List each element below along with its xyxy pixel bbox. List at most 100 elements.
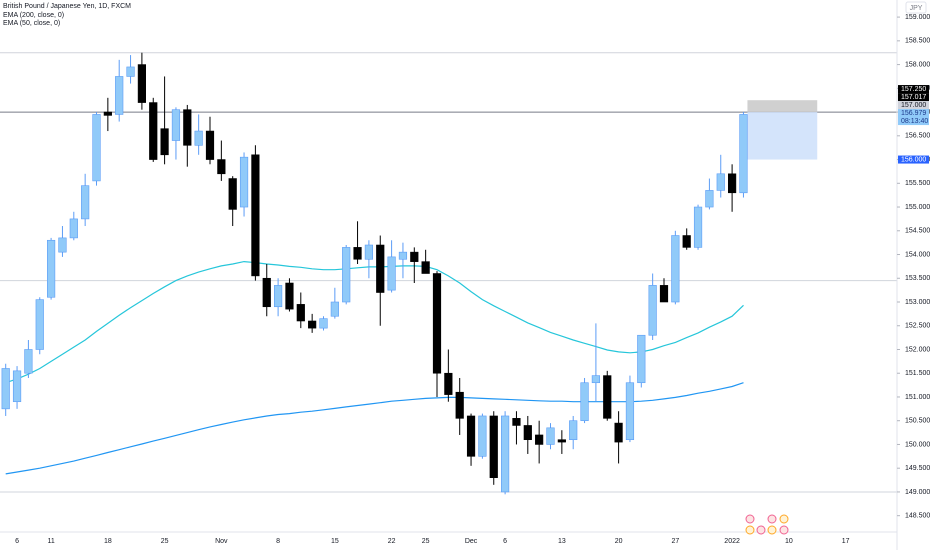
y-tick-label: 155.500 — [905, 180, 930, 187]
candle-body — [46, 239, 56, 298]
candle-body — [659, 285, 669, 303]
currency[interactable]: JPY — [910, 5, 923, 12]
candle-body — [228, 178, 237, 210]
y-tick-label: 155.000 — [905, 204, 930, 211]
candle-body — [92, 114, 101, 182]
candle-body — [739, 114, 748, 194]
price-label: 156.000 — [901, 156, 926, 163]
currency-box[interactable] — [905, 1, 927, 14]
x-tick-label: 25 — [161, 538, 169, 545]
event-icon[interactable] — [779, 525, 789, 535]
candle-body — [353, 247, 362, 260]
candle-body — [580, 382, 589, 422]
candle-body — [387, 256, 396, 291]
y-tick-label: 148.500 — [905, 513, 930, 520]
price-label-box — [898, 93, 929, 102]
candle-body — [478, 415, 487, 457]
y-tick-label: 158.500 — [905, 38, 930, 45]
event-icon[interactable] — [745, 514, 755, 524]
candle-body — [444, 372, 453, 395]
y-tick-label: 149.000 — [905, 489, 930, 496]
x-tick-label: 6 — [503, 538, 507, 545]
candle-body — [81, 185, 90, 220]
y-tick-label: 159.000 — [905, 14, 930, 21]
candle-body — [262, 277, 271, 308]
candle-body — [12, 370, 22, 403]
x-tick-label: 11 — [47, 538, 54, 545]
candle-body — [273, 285, 283, 308]
candle-body — [137, 64, 147, 103]
symbol-title[interactable]: British Pound / Japanese Yen, 1D, FXCM — [3, 3, 131, 10]
candle-body — [603, 375, 612, 419]
candle-body — [546, 427, 555, 445]
ema-line — [5, 260, 744, 384]
event-icons[interactable] — [745, 514, 789, 535]
countdown: 08:13:40 — [901, 118, 928, 125]
y-tick-label: 150.000 — [905, 441, 930, 448]
candle-body — [705, 190, 714, 208]
event-icon[interactable] — [779, 514, 789, 524]
candle-body — [376, 244, 385, 293]
time-axis: 6 11 18 25 Nov 8 15 22 25 Dec 6 13 20 27 2022 10 17 — [15, 538, 849, 545]
y-tick-label: 153.500 — [905, 275, 930, 282]
candle-body — [160, 128, 169, 156]
candle-body — [637, 334, 646, 384]
price-label: 157.017 — [901, 94, 926, 101]
x-tick-label: 20 — [615, 538, 623, 545]
y-tick-label: 158.000 — [905, 61, 930, 68]
y-tick-label: 149.500 — [905, 465, 930, 472]
x-tick-label: 27 — [671, 538, 679, 545]
candle-body — [557, 439, 566, 443]
candle-body — [364, 244, 374, 260]
candle-body — [682, 235, 691, 248]
event-icon[interactable] — [767, 525, 777, 535]
candle-body — [205, 130, 215, 160]
candle-body — [69, 218, 78, 239]
y-tick-label: 156.500 — [905, 133, 930, 140]
candle-body — [727, 173, 737, 194]
x-tick-label: Dec — [465, 538, 478, 545]
candle-body — [535, 434, 544, 445]
candle-body — [115, 76, 124, 115]
y-tick-label: 150.500 — [905, 418, 930, 425]
candle-body — [330, 301, 339, 317]
candle-body — [239, 156, 249, 208]
candle-body — [648, 285, 657, 336]
price-label: 157.250 — [901, 86, 926, 93]
x-tick-label: 22 — [388, 538, 396, 545]
position-tool[interactable] — [747, 100, 818, 160]
candle-body — [342, 247, 351, 303]
ema-line — [5, 382, 744, 475]
x-tick-label: Nov — [215, 538, 228, 545]
candle-body — [523, 425, 532, 441]
y-tick-label: 153.000 — [905, 299, 930, 306]
candle-body — [455, 391, 464, 419]
legend-entry[interactable]: EMA (200, close, 0) — [3, 12, 64, 19]
y-tick-label: 151.500 — [905, 370, 930, 377]
candle-body — [398, 251, 408, 260]
candle-body — [183, 109, 192, 146]
y-tick-label: 152.000 — [905, 346, 930, 353]
candle-body — [308, 320, 317, 329]
x-tick-label: 13 — [558, 538, 566, 545]
candle-body — [194, 130, 203, 146]
candle-body — [421, 261, 430, 274]
legend-entry[interactable]: EMA (50, close, 0) — [3, 20, 60, 27]
event-icon[interactable] — [745, 525, 755, 535]
candle-body — [625, 382, 635, 441]
indicators — [5, 260, 744, 475]
candle-body — [693, 206, 703, 248]
candle-body — [285, 282, 294, 310]
x-tick-label: 10 — [785, 538, 793, 545]
target-zone — [747, 112, 818, 160]
event-icon[interactable] — [767, 514, 777, 524]
candle-body — [103, 111, 112, 116]
x-tick-label: 18 — [104, 538, 112, 545]
x-tick-label: 17 — [842, 538, 850, 545]
candle-body — [432, 273, 442, 374]
candle-body — [466, 415, 476, 457]
candle-body — [500, 415, 510, 493]
event-icon[interactable] — [756, 525, 766, 535]
candles — [1, 52, 748, 495]
